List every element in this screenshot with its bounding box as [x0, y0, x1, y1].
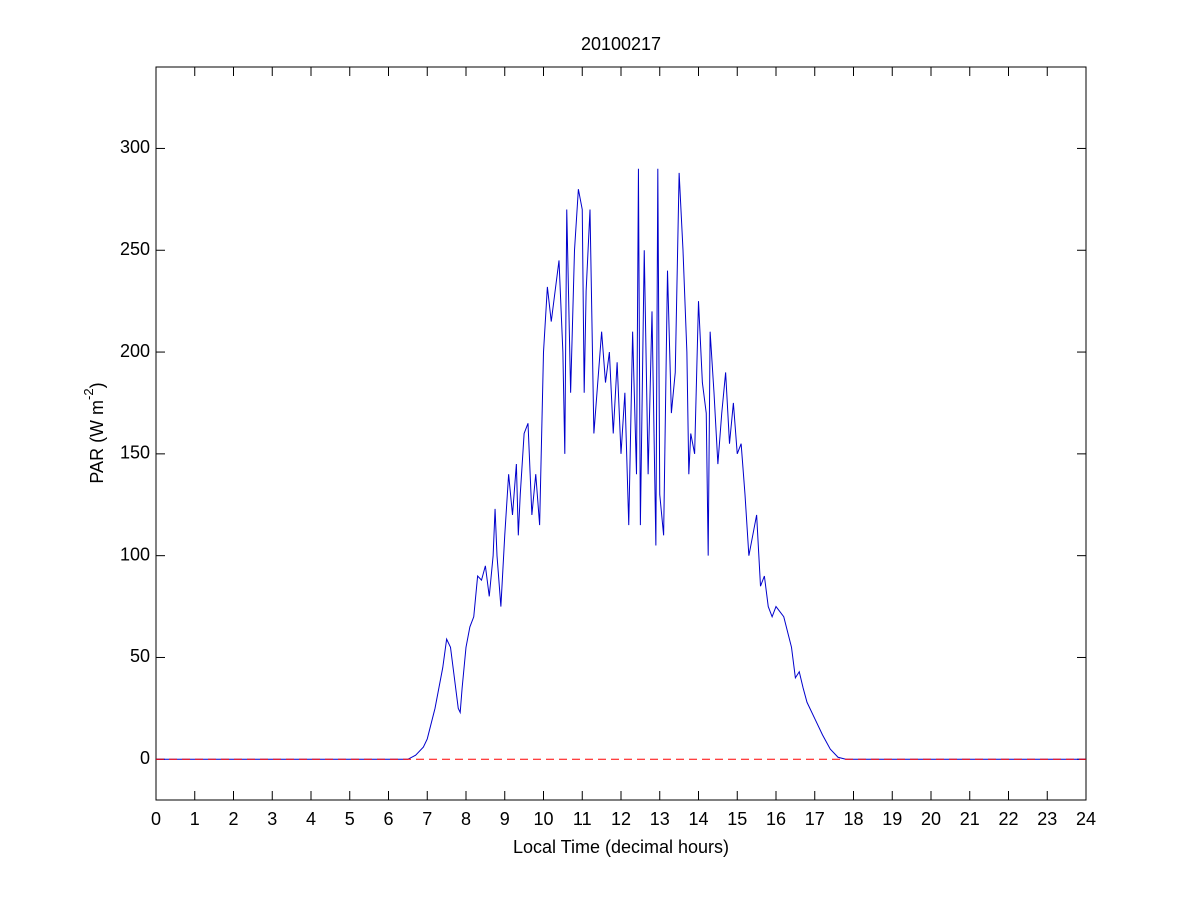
x-tick-label: 0 — [151, 809, 161, 829]
x-tick-label: 14 — [688, 809, 708, 829]
y-axis-label-sup: -2 — [81, 388, 96, 400]
x-tick-label: 3 — [267, 809, 277, 829]
chart-title: 20100217 — [581, 34, 661, 54]
data-line — [156, 168, 1086, 760]
x-tick-label: 20 — [921, 809, 941, 829]
x-tick-label: 2 — [228, 809, 238, 829]
x-tick-label: 4 — [306, 809, 316, 829]
y-tick-label: 200 — [120, 341, 150, 361]
x-tick-label: 18 — [843, 809, 863, 829]
x-tick-label: 24 — [1076, 809, 1096, 829]
x-tick-label: 21 — [960, 809, 980, 829]
plot-frame — [155, 66, 1087, 801]
x-tick-label: 17 — [805, 809, 825, 829]
x-tick-label: 11 — [573, 809, 592, 829]
x-tick-label: 15 — [727, 809, 747, 829]
x-tick-label: 22 — [998, 809, 1018, 829]
x-tick-label: 5 — [345, 809, 355, 829]
x-tick-label: 12 — [611, 809, 631, 829]
x-tick-label: 23 — [1037, 809, 1057, 829]
x-tick-label: 19 — [882, 809, 902, 829]
y-axis-label: PAR (W m-2) — [81, 382, 106, 483]
x-tick-label: 10 — [533, 809, 553, 829]
y-axis-label-suffix: ) — [87, 382, 107, 388]
x-tick-label: 9 — [500, 809, 510, 829]
x-tick-label: 6 — [383, 809, 393, 829]
y-axis-label-text: PAR (W m — [87, 400, 107, 484]
y-tick-label: 250 — [120, 239, 150, 259]
x-tick-label: 13 — [650, 809, 670, 829]
y-tick-label: 100 — [120, 544, 150, 564]
x-tick-label: 1 — [190, 809, 200, 829]
x-tick-label: 8 — [461, 809, 471, 829]
x-axis-label: Local Time (decimal hours) — [513, 837, 729, 857]
y-tick-label: 300 — [120, 137, 150, 157]
y-tick-label: 50 — [130, 646, 150, 666]
x-tick-label: 7 — [422, 809, 432, 829]
y-tick-label: 150 — [120, 443, 150, 463]
x-tick-label: 16 — [766, 809, 786, 829]
y-tick-label: 0 — [140, 748, 150, 768]
